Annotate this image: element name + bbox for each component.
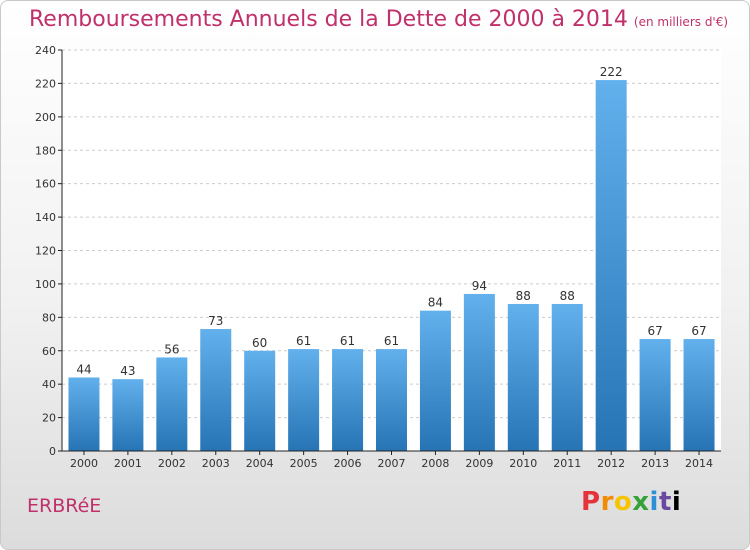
x-tick-label: 2013	[641, 457, 669, 470]
x-tick-label: 2007	[378, 457, 406, 470]
data-label: 56	[164, 342, 179, 356]
bar	[551, 303, 583, 451]
data-label: 61	[384, 334, 399, 348]
logo-letter: i	[649, 487, 659, 517]
bar	[595, 80, 627, 451]
x-tick-label: 2009	[465, 457, 493, 470]
logo-letter: i	[671, 487, 682, 517]
bar	[200, 329, 232, 451]
logo-letter: x	[632, 487, 650, 517]
data-label: 67	[647, 324, 662, 338]
data-label: 43	[120, 364, 135, 378]
bar	[463, 293, 495, 451]
commune-name: ERBRéE	[27, 495, 102, 517]
y-tick-label: 60	[42, 345, 56, 358]
bar	[639, 339, 671, 451]
data-label: 73	[208, 314, 223, 328]
x-tick-label: 2005	[290, 457, 318, 470]
unit-note: (en milliers d'€)	[633, 15, 729, 29]
proxiti-logo: Proxiti	[581, 487, 681, 517]
x-tick-label: 2010	[509, 457, 537, 470]
bar	[419, 310, 451, 451]
data-label: 60	[252, 336, 267, 350]
y-tick-label: 140	[35, 211, 56, 224]
data-label: 88	[560, 289, 575, 303]
bar	[332, 349, 364, 451]
y-tick-label: 220	[35, 77, 56, 90]
x-tick-label: 2012	[597, 457, 625, 470]
x-tick-label: 2014	[685, 457, 713, 470]
bar	[68, 377, 100, 451]
data-label: 61	[340, 334, 355, 348]
data-label: 44	[76, 362, 91, 376]
logo-letter: r	[600, 487, 614, 517]
data-label: 61	[296, 334, 311, 348]
y-tick-label: 80	[42, 311, 56, 324]
x-tick-label: 2004	[246, 457, 274, 470]
bar	[683, 339, 715, 451]
y-tick-label: 20	[42, 412, 56, 425]
x-tick-label: 2008	[421, 457, 449, 470]
chart-title-text: Remboursements Annuels de la Dette de 20…	[29, 7, 628, 32]
bar	[112, 379, 144, 451]
logo-letter: o	[613, 487, 633, 517]
bar	[156, 357, 188, 451]
data-label: 67	[691, 324, 706, 338]
x-tick-label: 2006	[334, 457, 362, 470]
bar	[507, 303, 539, 451]
data-label: 94	[472, 279, 487, 293]
y-tick-label: 40	[42, 378, 56, 391]
x-tick-label: 2003	[202, 457, 230, 470]
y-tick-label: 0	[49, 445, 56, 458]
y-tick-label: 160	[35, 178, 56, 191]
y-tick-label: 100	[35, 278, 56, 291]
logo-letter: P	[581, 487, 601, 517]
y-tick-label: 240	[35, 44, 56, 57]
x-tick-label: 2002	[158, 457, 186, 470]
logo-letter: t	[658, 487, 672, 517]
bar	[244, 350, 276, 451]
y-tick-label: 180	[35, 144, 56, 157]
bar	[288, 349, 320, 451]
data-label: 88	[516, 289, 531, 303]
bar	[376, 349, 407, 451]
y-tick-label: 200	[35, 111, 56, 124]
x-tick-label: 2001	[114, 457, 142, 470]
x-tick-label: 2000	[70, 457, 98, 470]
data-label: 222	[600, 65, 623, 79]
y-tick-label: 120	[35, 245, 56, 258]
data-label: 84	[428, 296, 443, 310]
chart-title: Remboursements Annuels de la Dette de 20…	[29, 7, 728, 32]
x-tick-label: 2011	[553, 457, 581, 470]
